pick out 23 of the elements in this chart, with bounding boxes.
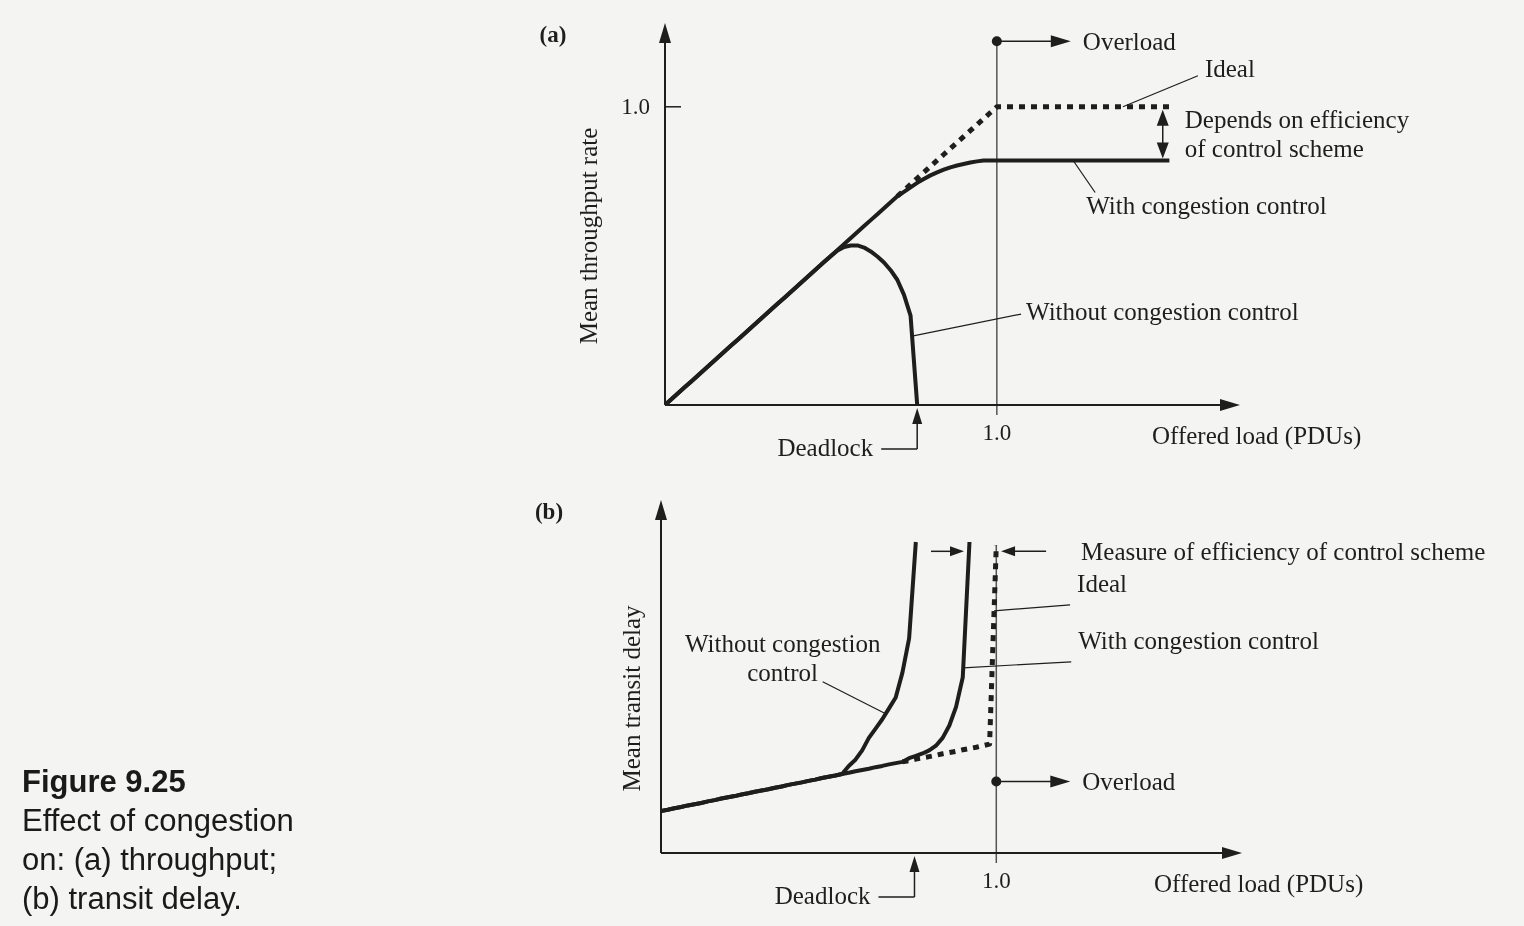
- y-axis-title: Mean throughput rate: [574, 127, 602, 345]
- text: Deadlock: [774, 881, 871, 909]
- text: 1.0: [981, 868, 1011, 894]
- text: 1.0: [982, 420, 1012, 446]
- series-label: Without congestion control: [684, 630, 881, 687]
- text: 1.0: [621, 93, 650, 119]
- text: Depends on efficiency of control scheme: [1184, 106, 1410, 163]
- x-axis-title: Offered load (PDUs): [1154, 869, 1364, 898]
- chart-title: (b): [534, 498, 564, 524]
- text: With congestion control: [1078, 627, 1319, 655]
- series-label: With congestion control: [1086, 192, 1327, 220]
- text: Deadlock: [777, 433, 874, 461]
- series-label: Ideal: [1204, 55, 1255, 83]
- legend-label: Without congestion control: [1026, 297, 1299, 325]
- x-axis-title: Offered load (PDUs): [1152, 421, 1362, 450]
- text: Overload: [1082, 27, 1177, 55]
- annotation: Overload: [1082, 768, 1176, 796]
- caption: Figure 9.25: [22, 763, 187, 801]
- annotation: Measure of efficiency of control scheme: [1081, 537, 1486, 565]
- text: Ideal: [1077, 570, 1128, 598]
- text: Effect of congestion on: (a) throughput; (b) transit delay.: [22, 802, 295, 918]
- chart-title: (a): [539, 21, 567, 47]
- y-axis-title: Mean transit delay: [617, 604, 645, 792]
